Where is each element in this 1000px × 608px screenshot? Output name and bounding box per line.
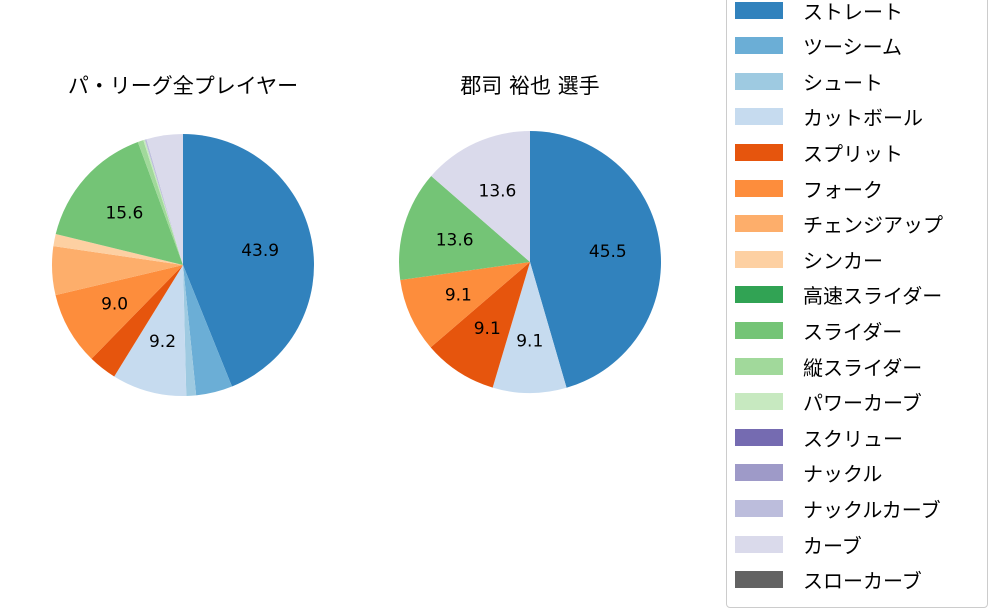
legend-swatch — [735, 499, 783, 517]
pie-slice — [137, 140, 183, 265]
legend-item: スプリット — [735, 140, 903, 166]
legend-item: 縦スライダー — [735, 354, 923, 380]
pie-slice — [146, 134, 183, 265]
legend-swatch — [735, 428, 783, 446]
legend-item: スライダー — [735, 318, 903, 344]
chart-title-player: 郡司 裕也 選手 — [460, 74, 600, 98]
legend-label: スクリュー — [803, 426, 903, 451]
legend-label: シュート — [803, 70, 883, 95]
legend-label: ナックルカーブ — [803, 497, 941, 522]
pie-slice — [183, 134, 314, 387]
legend-swatch — [735, 37, 783, 55]
pie-player: 45.59.19.19.113.613.6 — [399, 131, 661, 393]
pie-slice — [431, 131, 530, 262]
pie-slice — [143, 139, 183, 265]
legend-swatch — [735, 357, 783, 375]
chart-title-league: パ・リーグ全プレイヤー — [67, 74, 299, 98]
slice-percent-label: 13.6 — [479, 181, 517, 201]
legend-label: ツーシーム — [803, 35, 902, 60]
legend-label: ストレート — [803, 0, 903, 24]
pie-slice — [400, 262, 530, 348]
pie-slice — [91, 265, 183, 377]
legend-swatch — [735, 321, 783, 339]
legend-swatch — [735, 250, 783, 268]
legend-label: フォーク — [803, 177, 883, 202]
slice-percent-label: 13.6 — [436, 231, 474, 251]
legend-swatch — [735, 286, 783, 304]
legend-swatch — [735, 464, 783, 482]
legend-label: シンカー — [803, 248, 883, 273]
legend-swatch — [735, 1, 783, 19]
legend: ストレートツーシームシュートカットボール スプリットフォークチェンジアップ シンカー… — [726, 0, 988, 608]
legend-item: ナックルカーブ — [735, 496, 941, 522]
legend-label: パワーカーブ — [803, 391, 922, 416]
legend-item: カーブ — [735, 532, 862, 558]
legend-label: スプリット — [803, 141, 903, 166]
legend-item: ナックル — [735, 461, 883, 487]
slice-percent-label: 9.1 — [474, 319, 501, 339]
legend-label: チェンジアップ — [803, 213, 943, 238]
legend-label: 縦スライダー — [803, 355, 923, 380]
pie-slice — [530, 131, 661, 388]
legend-label: カーブ — [803, 533, 862, 558]
legend-item: スローカーブ — [735, 568, 922, 594]
pie-slice — [144, 139, 183, 265]
pie-slice — [52, 246, 183, 296]
legend-item: チェンジアップ — [735, 212, 943, 238]
legend-swatch — [735, 143, 783, 161]
slice-percent-label: 9.0 — [101, 295, 128, 315]
legend-label: スローカーブ — [803, 569, 922, 594]
legend-label: スライダー — [803, 319, 903, 344]
pie-slice — [183, 265, 197, 396]
legend-swatch — [735, 215, 783, 233]
legend-swatch — [735, 571, 783, 589]
legend-swatch — [735, 535, 783, 553]
legend-item: スクリュー — [735, 425, 903, 451]
pie-slice — [183, 265, 232, 396]
legend-swatch — [735, 393, 783, 411]
slice-percent-label: 9.1 — [516, 332, 543, 352]
slice-percent-label: 9.2 — [149, 332, 176, 352]
legend-item: ストレート — [735, 0, 903, 24]
pie-slice — [53, 234, 184, 265]
pie-slice — [430, 262, 530, 388]
legend-label: 高速スライダー — [803, 284, 943, 309]
pie-league: 43.9 9.2 9.0 15.6 — [52, 134, 314, 396]
legend-swatch — [735, 72, 783, 90]
legend-item: シンカー — [735, 247, 883, 273]
pie-slice — [399, 175, 530, 281]
legend-item: シュート — [735, 69, 883, 95]
legend-label: カットボール — [803, 106, 923, 131]
slice-percent-label: 45.5 — [589, 242, 627, 262]
pie-slice — [55, 142, 183, 265]
legend-item: ツーシーム — [735, 34, 902, 60]
slice-percent-label: 9.1 — [445, 285, 472, 305]
legend-item: 高速スライダー — [735, 283, 943, 309]
slice-percent-label: 15.6 — [105, 204, 143, 224]
pie-slice — [114, 265, 187, 396]
legend-swatch — [735, 179, 783, 197]
slice-percent-label: 43.9 — [241, 241, 279, 261]
legend-item: パワーカーブ — [735, 390, 922, 416]
pie-slice — [55, 265, 183, 359]
pie-slice — [492, 262, 567, 393]
legend-label: ナックル — [803, 462, 883, 487]
legend-item: カットボール — [735, 105, 923, 131]
legend-item: フォーク — [735, 176, 883, 202]
legend-swatch — [735, 108, 783, 126]
